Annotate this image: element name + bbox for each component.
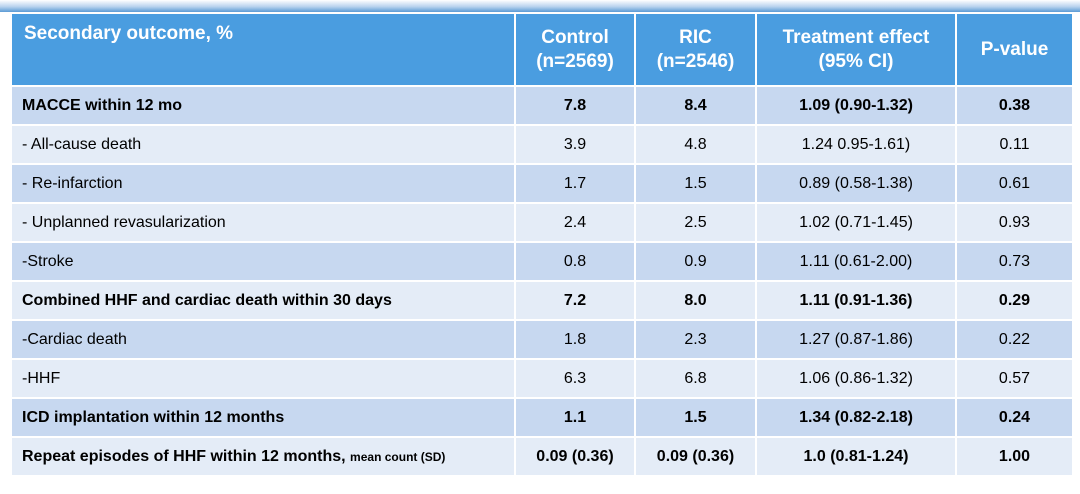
control-value: 1.8 <box>514 319 636 360</box>
row-label: - Unplanned revasularization <box>10 202 516 243</box>
header-ric: RIC (n=2546) <box>634 12 757 87</box>
row-label: MACCE within 12 mo <box>10 85 516 126</box>
p-value: 0.93 <box>955 202 1074 243</box>
ric-value: 0.09 (0.36) <box>634 436 757 477</box>
p-value: 0.38 <box>955 85 1074 126</box>
control-value: 3.9 <box>514 124 636 165</box>
treatment-effect-value: 1.11 (0.91-1.36) <box>755 280 957 321</box>
table-row: Combined HHF and cardiac death within 30… <box>10 280 1074 321</box>
control-value: 2.4 <box>514 202 636 243</box>
control-value: 0.8 <box>514 241 636 282</box>
treatment-effect-value: 1.27 (0.87-1.86) <box>755 319 957 360</box>
treatment-effect-value: 1.11 (0.61-2.00) <box>755 241 957 282</box>
table-row: - Unplanned revasularization 2.4 2.5 1.0… <box>10 202 1074 243</box>
ric-value: 2.5 <box>634 202 757 243</box>
row-label: -HHF <box>10 358 516 399</box>
treatment-effect-value: 1.09 (0.90-1.32) <box>755 85 957 126</box>
control-value: 1.7 <box>514 163 636 204</box>
row-label: - All-cause death <box>10 124 516 165</box>
ric-value: 8.4 <box>634 85 757 126</box>
header-control: Control (n=2569) <box>514 12 636 87</box>
ric-value: 1.5 <box>634 163 757 204</box>
row-label: -Stroke <box>10 241 516 282</box>
row-label: -Cardiac death <box>10 319 516 360</box>
table-header-row: Secondary outcome, % Control (n=2569) RIC… <box>10 12 1074 87</box>
ric-value: 2.3 <box>634 319 757 360</box>
control-value: 7.2 <box>514 280 636 321</box>
row-label: ICD implantation within 12 months <box>10 397 516 438</box>
treatment-effect-value: 1.02 (0.71-1.45) <box>755 202 957 243</box>
table-row: -HHF 6.3 6.8 1.06 (0.86-1.32) 0.57 <box>10 358 1074 399</box>
header-p-value: P-value <box>955 12 1074 87</box>
table-row: -Stroke 0.8 0.9 1.11 (0.61-2.00) 0.73 <box>10 241 1074 282</box>
p-value: 0.24 <box>955 397 1074 438</box>
p-value: 0.57 <box>955 358 1074 399</box>
row-label: - Re-infarction <box>10 163 516 204</box>
treatment-effect-value: 0.89 (0.58-1.38) <box>755 163 957 204</box>
treatment-effect-value: 1.34 (0.82-2.18) <box>755 397 957 438</box>
row-label: Combined HHF and cardiac death within 30… <box>10 280 516 321</box>
control-value: 1.1 <box>514 397 636 438</box>
table-row: Repeat episodes of HHF within 12 months,… <box>10 436 1074 477</box>
treatment-effect-value: 1.0 (0.81-1.24) <box>755 436 957 477</box>
control-value: 0.09 (0.36) <box>514 436 636 477</box>
row-label: Repeat episodes of HHF within 12 months,… <box>10 436 516 477</box>
p-value: 1.00 <box>955 436 1074 477</box>
ric-value: 6.8 <box>634 358 757 399</box>
p-value: 0.22 <box>955 319 1074 360</box>
table-row: MACCE within 12 mo 7.8 8.4 1.09 (0.90-1.… <box>10 85 1074 126</box>
header-ric-name: RIC <box>679 26 712 48</box>
p-value: 0.29 <box>955 280 1074 321</box>
treatment-effect-value: 1.06 (0.86-1.32) <box>755 358 957 399</box>
ric-value: 1.5 <box>634 397 757 438</box>
p-value: 0.61 <box>955 163 1074 204</box>
p-value: 0.11 <box>955 124 1074 165</box>
header-effect-ci: (95% CI) <box>818 50 894 72</box>
header-ric-n: (n=2546) <box>656 50 735 72</box>
header-control-n: (n=2569) <box>536 50 614 72</box>
header-control-name: Control <box>541 26 609 48</box>
top-accent-bar <box>0 0 1080 12</box>
ric-value: 4.8 <box>634 124 757 165</box>
p-value: 0.73 <box>955 241 1074 282</box>
table-row: ICD implantation within 12 months 1.1 1.… <box>10 397 1074 438</box>
row-label-text: Repeat episodes of HHF within 12 months, <box>22 447 346 465</box>
table-row: -Cardiac death 1.8 2.3 1.27 (0.87-1.86) … <box>10 319 1074 360</box>
ric-value: 0.9 <box>634 241 757 282</box>
treatment-effect-value: 1.24 0.95-1.61) <box>755 124 957 165</box>
control-value: 6.3 <box>514 358 636 399</box>
header-effect-name: Treatment effect <box>782 26 930 48</box>
header-outcome: Secondary outcome, % <box>10 12 516 87</box>
table-row: - All-cause death 3.9 4.8 1.24 0.95-1.61… <box>10 124 1074 165</box>
ric-value: 8.0 <box>634 280 757 321</box>
table-row: - Re-infarction 1.7 1.5 0.89 (0.58-1.38)… <box>10 163 1074 204</box>
secondary-outcomes-table: Secondary outcome, % Control (n=2569) RIC… <box>10 12 1074 477</box>
control-value: 7.8 <box>514 85 636 126</box>
header-treatment-effect: Treatment effect (95% CI) <box>755 12 957 87</box>
row-label-note: mean count (SD) <box>350 449 446 464</box>
